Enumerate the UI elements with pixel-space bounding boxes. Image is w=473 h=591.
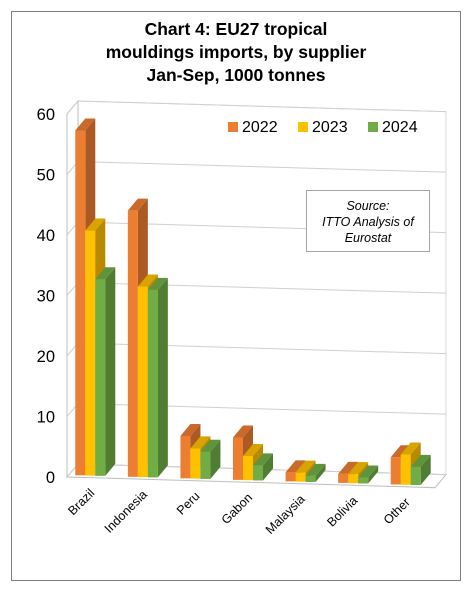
y-tick-label: 0 [46,469,55,487]
legend-swatch-2022 [228,122,238,132]
source-line-2: ITTO Analysis of [322,215,414,229]
bar-front [410,466,421,486]
legend: 2022 2023 2024 [228,119,418,136]
bar-side [420,454,431,486]
x-tick-label-bolivia: Bolivia [324,494,360,530]
bar-front [338,473,349,483]
y-tick-label: 60 [37,106,55,124]
bar-indonesia-2024 [147,277,168,478]
x-tick-label-peru: Peru [174,489,203,518]
bar-gabon-2024 [253,453,273,481]
y-axis: 0 10 20 30 40 50 60 [37,106,68,487]
bar-front [295,472,306,482]
bar-side [210,439,221,479]
bar-front [95,279,106,476]
bar-top [95,267,116,280]
x-tick-label-malaysia: Malaysia [263,492,308,537]
bar-top [147,277,168,290]
bar-top [75,118,96,131]
bar-top [200,439,221,452]
bar-front [147,289,158,478]
x-tick-label-brazil: Brazil [65,486,97,518]
bar-top [190,436,211,449]
y-tick-label: 20 [37,348,55,366]
bar-front [400,454,411,485]
bar-top [305,463,326,476]
bar-top [348,462,369,475]
bar-front [180,435,191,479]
bar-top [233,425,253,438]
chart-title-line-2: mouldings imports, by supplier [105,42,367,62]
source-line-3: Eurostat [344,231,392,245]
x-tick-label-gabon: Gabon [219,491,255,527]
legend-label-2024: 2024 [382,119,418,136]
bar-top [400,442,421,455]
bar-front [137,286,148,478]
bar-top [180,423,201,436]
bar-front [200,451,211,479]
chart-walls [65,99,448,489]
bar-side [157,277,168,478]
chart-title-line-1: Chart 4: EU27 tropical [144,19,328,39]
y-tick-label: 30 [37,288,55,306]
legend-swatch-2024 [368,122,378,132]
bar-top [243,443,263,456]
legend-label-2022: 2022 [242,119,278,136]
bar-brazil-2024 [95,267,116,476]
legend-swatch-2023 [298,122,308,132]
bar-top [390,445,411,458]
source-line-1: Source: [346,199,390,213]
bar-front [390,457,401,485]
bar-side [315,463,326,482]
bar-front [85,230,96,476]
y-tick-label: 40 [37,227,55,245]
bar-top [295,460,316,473]
bar-top [253,453,273,466]
bar-top [338,461,359,474]
bar-front [253,465,263,481]
bar-malaysia-2024 [305,463,326,482]
bar-side [368,465,379,484]
gridline-60 [66,100,447,115]
bar-top [137,274,158,287]
bar-front [190,448,201,479]
bar-side [263,453,273,481]
bar-front [305,475,316,482]
bar-top [285,460,306,473]
chart-title-line-3: Jan-Sep, 1000 tonnes [146,65,326,85]
bar-peru-2024 [200,439,221,479]
bar-front [243,455,253,481]
y-tick-label: 50 [37,167,55,185]
bar-front [127,210,138,477]
bar-front [358,477,369,484]
bar-side [105,267,116,476]
source-annotation: Source: ITTO Analysis of Eurostat [306,190,430,252]
bar-front [285,472,296,482]
bar-top [410,454,431,467]
chart-title: Chart 4: EU27 tropical mouldings imports… [11,18,461,87]
bar-other-2024 [410,454,431,486]
x-axis: Brazil Indonesia Peru Gabon Malaysia Bolivia O… [65,486,412,537]
bar-front [233,437,243,480]
x-tick-label-indonesia: Indonesia [102,487,150,535]
bar-top [358,465,379,478]
bar-front [348,474,359,484]
bar-top [85,218,106,231]
bar-front [75,130,86,476]
x-tick-label-other: Other [381,495,413,527]
bar-bolivia-2024 [358,465,379,484]
bars [75,118,431,486]
legend-label-2023: 2023 [312,119,348,136]
bar-top [127,198,148,211]
y-tick-label: 10 [37,409,55,427]
